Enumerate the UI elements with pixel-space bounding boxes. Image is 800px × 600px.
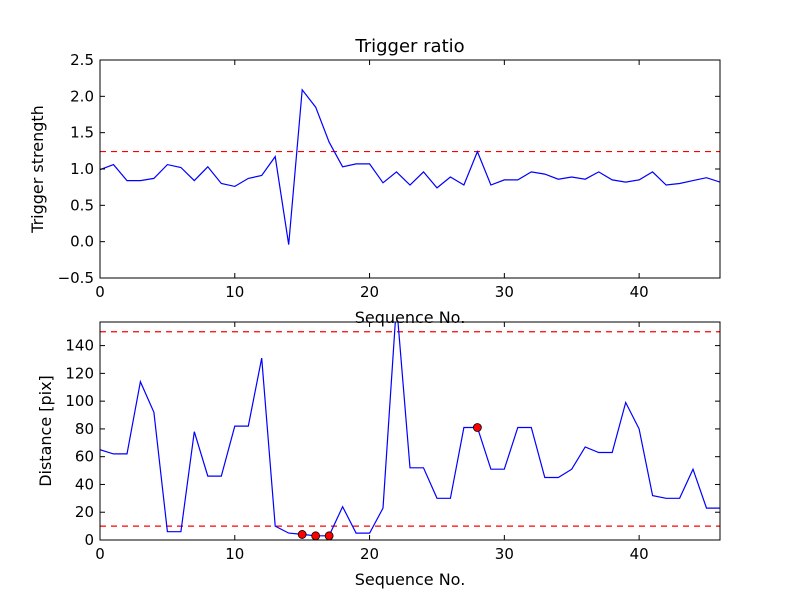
x-tick-label: 20 [360, 283, 379, 301]
x-tick-label: 40 [630, 545, 649, 563]
x-tick-label: 30 [495, 545, 514, 563]
y-tick-label: 1.0 [70, 160, 94, 178]
y-tick-label: 40 [75, 475, 94, 493]
data-point-marker [324, 531, 334, 540]
distance-panel: 0 10 20 30 40 0 20 40 60 80 100 120 140 Sequence No.… [36, 321, 721, 589]
series-line [100, 88, 720, 245]
y-tick-label: 60 [75, 448, 94, 466]
y-tick-label: −0.5 [58, 269, 94, 287]
y-axis-label: Trigger strength [28, 105, 47, 234]
x-tick-label: 0 [95, 545, 105, 563]
x-tick-label: 0 [95, 283, 105, 301]
x-tick-label: 30 [495, 283, 514, 301]
y-tick-label: 0.5 [70, 196, 94, 214]
y-tick-label: 0 [84, 531, 94, 549]
x-tick-label: 20 [360, 545, 379, 563]
x-tick-label: 10 [225, 283, 244, 301]
data-point-marker [472, 423, 482, 432]
y-tick-label: 20 [75, 503, 94, 521]
x-axis-label: Sequence No. [355, 570, 466, 589]
y-tick-label: 120 [65, 364, 94, 382]
y-tick-label: 0.0 [70, 233, 94, 251]
data-point-marker [297, 530, 307, 539]
data-point-marker [311, 531, 321, 540]
y-tick-label: 80 [75, 420, 94, 438]
y-tick-label: 1.5 [70, 124, 94, 142]
x-tick-label: 40 [630, 283, 649, 301]
y-tick-label: 2.0 [70, 87, 94, 105]
x-axis-label: Sequence No. [355, 308, 466, 327]
chart-title: Trigger ratio [354, 36, 464, 57]
trigger-ratio-panel: 0 10 20 30 40 −0.5 0.0 0.5 1.0 1.5 2.0 2.5 Trigger … [28, 36, 721, 327]
y-tick-label: 140 [65, 337, 94, 355]
series-line [100, 322, 720, 537]
axes-frame [99, 321, 721, 541]
axes-frame [99, 59, 721, 279]
x-tick-label: 10 [225, 545, 244, 563]
y-axis-label: Distance [pix] [36, 375, 55, 487]
y-tick-label: 100 [65, 392, 94, 410]
y-tick-label: 2.5 [70, 51, 94, 69]
